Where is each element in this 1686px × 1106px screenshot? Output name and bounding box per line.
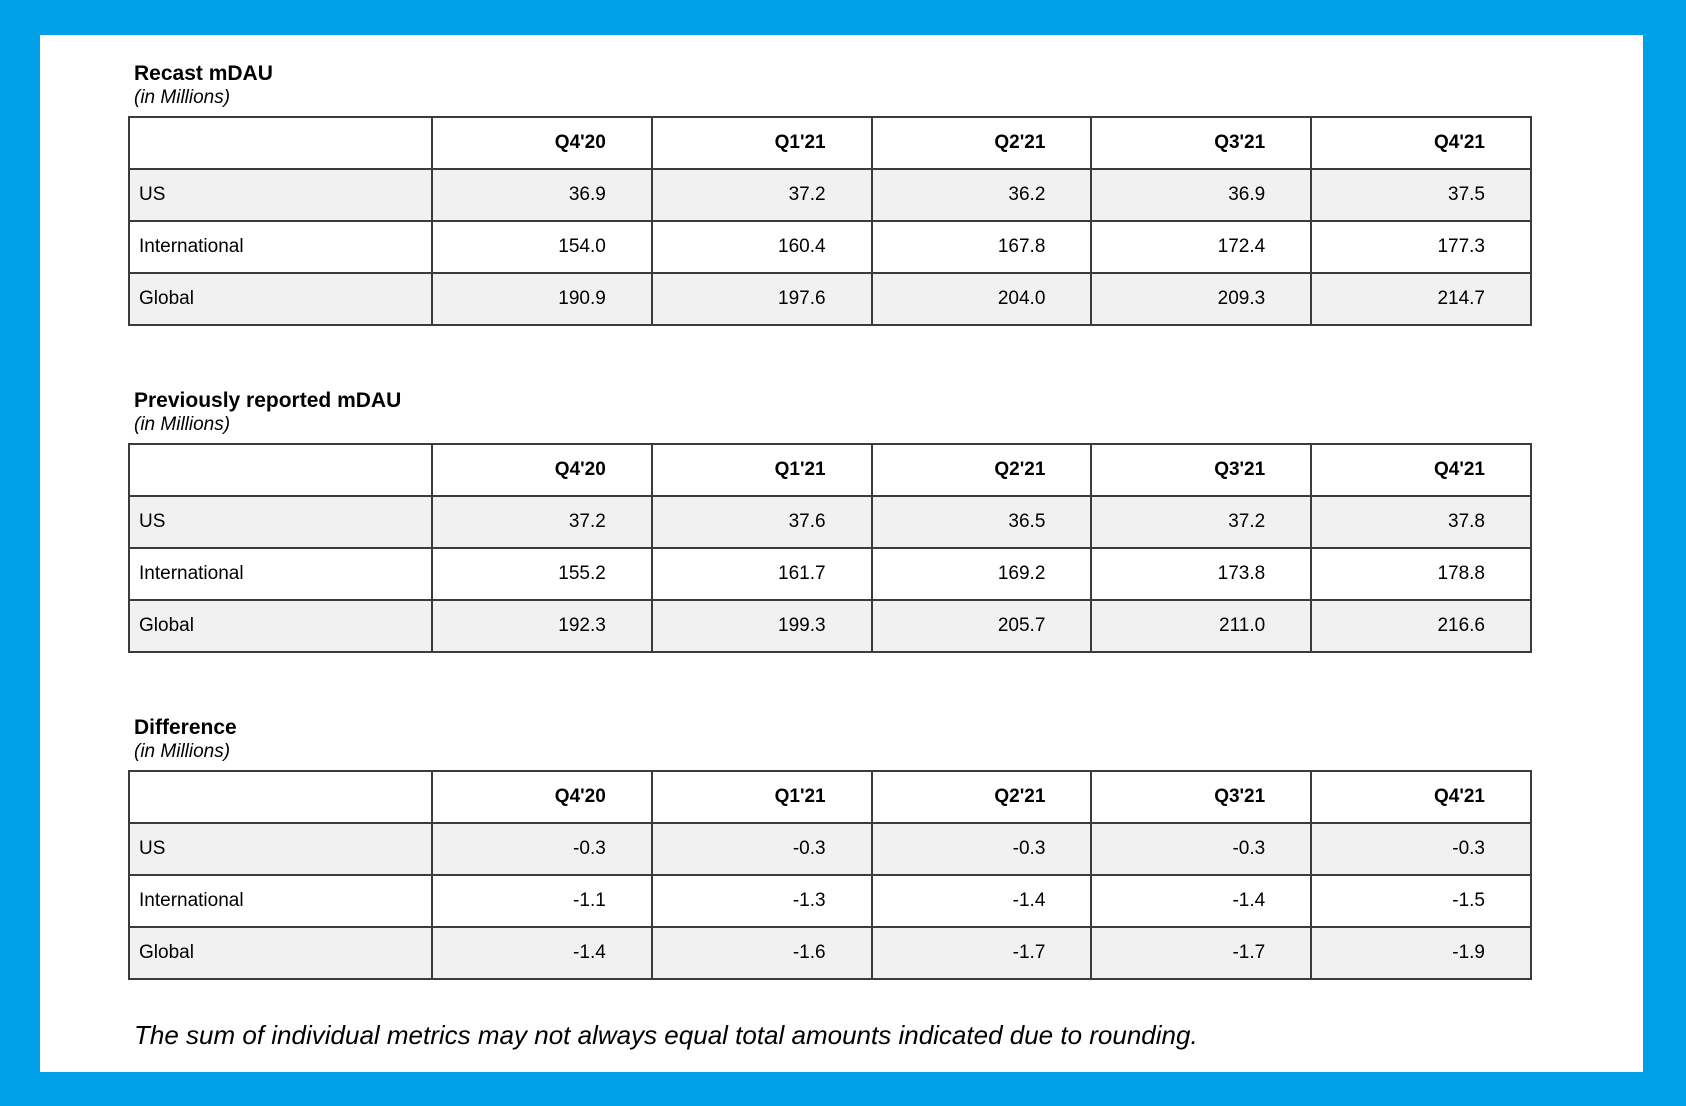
column-header: Q1'21 (650, 770, 873, 824)
table-row-us: US 36.9 37.2 36.2 36.9 37.5 (128, 168, 1532, 222)
data-cell: -0.3 (870, 822, 1093, 876)
column-header: Q4'21 (1310, 770, 1532, 824)
data-cell: 199.3 (650, 599, 873, 653)
document-sheet: Recast mDAU (in Millions) Q4'20 Q1'21 Q2… (40, 35, 1643, 1072)
row-label: US (128, 168, 433, 222)
column-header: Q1'21 (650, 443, 873, 497)
data-cell: -0.3 (1310, 822, 1532, 876)
section-recast-mdau: Recast mDAU (in Millions) Q4'20 Q1'21 Q2… (128, 61, 1643, 326)
table-row-us: US 37.2 37.6 36.5 37.2 37.8 (128, 495, 1532, 549)
data-cell: -1.4 (870, 874, 1093, 928)
row-label: International (128, 874, 433, 928)
section-subtitle: (in Millions) (134, 414, 231, 435)
data-cell: 37.8 (1310, 495, 1532, 549)
data-cell: 204.0 (870, 272, 1093, 326)
table-row-international: International 154.0 160.4 167.8 172.4 17… (128, 220, 1532, 274)
data-cell: -0.3 (650, 822, 873, 876)
data-cell: 36.2 (870, 168, 1093, 222)
corner-cell (128, 770, 433, 824)
data-cell: -1.7 (870, 926, 1093, 980)
section-previously-reported-mdau: Previously reported mDAU (in Millions) Q… (128, 388, 1643, 653)
column-header: Q4'21 (1310, 116, 1532, 170)
table-header-row: Q4'20 Q1'21 Q2'21 Q3'21 Q4'21 (128, 443, 1532, 497)
data-cell: 37.2 (650, 168, 873, 222)
data-cell: 169.2 (870, 547, 1093, 601)
corner-cell (128, 443, 433, 497)
column-header: Q2'21 (870, 770, 1093, 824)
row-label: International (128, 220, 433, 274)
recast-mdau-table: Q4'20 Q1'21 Q2'21 Q3'21 Q4'21 US 36.9 37… (128, 116, 1532, 326)
section-title: Recast mDAU (134, 62, 273, 85)
column-header: Q4'20 (431, 770, 653, 824)
row-label: Global (128, 926, 433, 980)
row-label: US (128, 495, 433, 549)
data-cell: -0.3 (1090, 822, 1313, 876)
row-label: US (128, 822, 433, 876)
data-cell: 36.9 (1090, 168, 1313, 222)
data-cell: 36.9 (431, 168, 653, 222)
data-cell: 37.5 (1310, 168, 1532, 222)
data-cell: 155.2 (431, 547, 653, 601)
section-subtitle: (in Millions) (134, 741, 231, 762)
data-cell: 177.3 (1310, 220, 1532, 274)
data-cell: -1.6 (650, 926, 873, 980)
data-cell: 190.9 (431, 272, 653, 326)
data-cell: 214.7 (1310, 272, 1532, 326)
data-cell: 37.6 (650, 495, 873, 549)
table-row-global: Global -1.4 -1.6 -1.7 -1.7 -1.9 (128, 926, 1532, 980)
column-header: Q3'21 (1090, 116, 1313, 170)
column-header: Q4'21 (1310, 443, 1532, 497)
row-label: Global (128, 272, 433, 326)
data-cell: 154.0 (431, 220, 653, 274)
difference-table: Q4'20 Q1'21 Q2'21 Q3'21 Q4'21 US -0.3 -0… (128, 770, 1532, 980)
data-cell: 161.7 (650, 547, 873, 601)
data-cell: 37.2 (1090, 495, 1313, 549)
data-cell: -1.5 (1310, 874, 1532, 928)
table-header-row: Q4'20 Q1'21 Q2'21 Q3'21 Q4'21 (128, 770, 1532, 824)
column-header: Q4'20 (431, 116, 653, 170)
corner-cell (128, 116, 433, 170)
column-header: Q2'21 (870, 443, 1093, 497)
section-subtitle: (in Millions) (134, 87, 231, 108)
table-row-international: International 155.2 161.7 169.2 173.8 17… (128, 547, 1532, 601)
row-label: Global (128, 599, 433, 653)
data-cell: -1.4 (431, 926, 653, 980)
data-cell: 192.3 (431, 599, 653, 653)
data-cell: -1.9 (1310, 926, 1532, 980)
data-cell: -1.3 (650, 874, 873, 928)
table-header-row: Q4'20 Q1'21 Q2'21 Q3'21 Q4'21 (128, 116, 1532, 170)
previously-reported-mdau-table: Q4'20 Q1'21 Q2'21 Q3'21 Q4'21 US 37.2 37… (128, 443, 1532, 653)
rounding-footnote: The sum of individual metrics may not al… (134, 1020, 1198, 1050)
data-cell: 173.8 (1090, 547, 1313, 601)
table-row-us: US -0.3 -0.3 -0.3 -0.3 -0.3 (128, 822, 1532, 876)
data-cell: 211.0 (1090, 599, 1313, 653)
data-cell: 216.6 (1310, 599, 1532, 653)
column-header: Q3'21 (1090, 443, 1313, 497)
section-title: Difference (134, 716, 237, 739)
data-cell: 197.6 (650, 272, 873, 326)
table-row-global: Global 190.9 197.6 204.0 209.3 214.7 (128, 272, 1532, 326)
data-cell: 209.3 (1090, 272, 1313, 326)
data-cell: 205.7 (870, 599, 1093, 653)
data-cell: -0.3 (431, 822, 653, 876)
column-header: Q1'21 (650, 116, 873, 170)
data-cell: 178.8 (1310, 547, 1532, 601)
section-title: Previously reported mDAU (134, 389, 402, 412)
data-cell: 37.2 (431, 495, 653, 549)
data-cell: 36.5 (870, 495, 1093, 549)
row-label: International (128, 547, 433, 601)
data-cell: 167.8 (870, 220, 1093, 274)
data-cell: -1.1 (431, 874, 653, 928)
section-difference: Difference (in Millions) Q4'20 Q1'21 Q2'… (128, 715, 1643, 980)
data-cell: 160.4 (650, 220, 873, 274)
table-row-international: International -1.1 -1.3 -1.4 -1.4 -1.5 (128, 874, 1532, 928)
table-row-global: Global 192.3 199.3 205.7 211.0 216.6 (128, 599, 1532, 653)
data-cell: 172.4 (1090, 220, 1313, 274)
column-header: Q2'21 (870, 116, 1093, 170)
column-header: Q4'20 (431, 443, 653, 497)
data-cell: -1.7 (1090, 926, 1313, 980)
data-cell: -1.4 (1090, 874, 1313, 928)
column-header: Q3'21 (1090, 770, 1313, 824)
